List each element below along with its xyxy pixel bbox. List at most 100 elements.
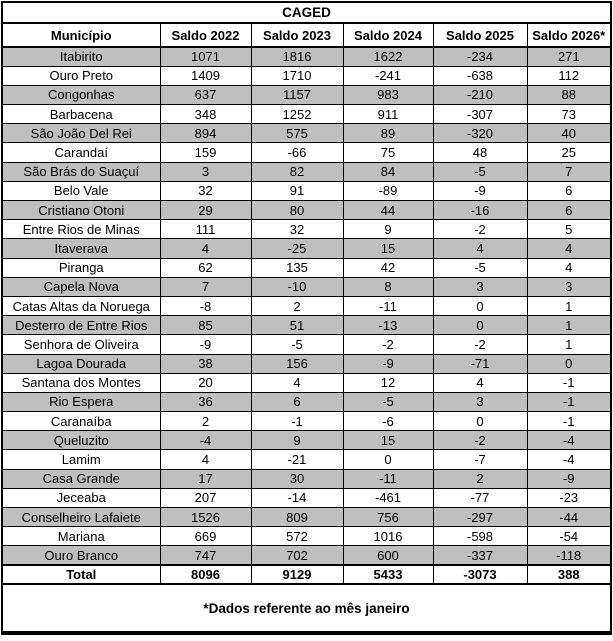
value-cell: 3 [526, 276, 612, 297]
table-row: Carandaí 159 -66 75 48 25 [1, 142, 612, 163]
value-cell: -9 [526, 468, 612, 489]
value-cell: -2 [432, 430, 528, 451]
municipality-cell: Barbacena [1, 104, 161, 125]
table-row: Lamim 4 -21 0 -7 -4 [1, 449, 612, 470]
value-cell: 48 [432, 142, 528, 163]
value-cell: -11 [342, 295, 434, 317]
value-cell: 9 [250, 430, 344, 451]
value-cell: 17 [159, 468, 252, 489]
municipality-cell: Catas Altas da Noruega [1, 295, 161, 317]
value-cell: -89 [342, 180, 434, 202]
municipality-cell: Cristiano Otoni [1, 199, 161, 221]
value-cell: -44 [526, 506, 612, 528]
municipality-cell: Rio Espera [1, 391, 161, 413]
value-cell: -4 [159, 430, 252, 451]
municipality-cell: São João Del Rei [1, 123, 161, 144]
value-cell: 73 [526, 104, 612, 125]
column-header-saldo-2024: Saldo 2024 [342, 22, 434, 48]
value-cell: -5 [342, 391, 434, 413]
value-cell: 0 [432, 315, 528, 336]
value-cell: -66 [250, 142, 344, 163]
table-row: Senhora de Oliveira -9 -5 -2 -2 1 [1, 334, 612, 355]
value-cell: -210 [432, 84, 528, 106]
table-row: Desterro de Entre Rios 85 51 -13 0 1 [1, 315, 612, 336]
column-header-saldo-2025: Saldo 2025 [432, 22, 528, 48]
value-cell: 88 [526, 84, 612, 106]
value-cell: 5433 [342, 564, 434, 585]
value-cell: 51 [250, 315, 344, 336]
value-cell: -1 [526, 391, 612, 413]
table-row: São João Del Rei 894 575 89 -320 40 [1, 123, 612, 144]
municipality-cell: Itaverava [1, 238, 161, 259]
value-cell: 983 [342, 84, 434, 106]
municipality-cell: Senhora de Oliveira [1, 334, 161, 355]
value-cell: -4 [526, 430, 612, 451]
table-row: Belo Vale 32 91 -89 -9 6 [1, 180, 612, 202]
value-cell: 271 [526, 46, 612, 67]
value-cell: 5 [526, 219, 612, 240]
municipality-cell: Conselheiro Lafaiete [1, 506, 161, 528]
value-cell: -4 [526, 449, 612, 470]
table-body: Itabirito 1071 1816 1622 -234 271 Ouro Preto 14… [1, 46, 612, 585]
value-cell: 3 [432, 391, 528, 413]
value-cell: 572 [250, 526, 344, 547]
value-cell: 1622 [342, 46, 434, 67]
value-cell: 6 [526, 199, 612, 221]
value-cell: 80 [250, 199, 344, 221]
table-row: Entre Rios de Minas 111 32 9 -2 5 [1, 219, 612, 240]
value-cell: 1816 [250, 46, 344, 67]
value-cell: 20 [159, 372, 252, 393]
municipality-cell: São Brás do Suaçuí [1, 161, 161, 182]
value-cell: 894 [159, 123, 252, 144]
table-row: Piranga 62 135 42 -5 4 [1, 257, 612, 278]
value-cell: 756 [342, 506, 434, 528]
value-cell: -118 [526, 545, 612, 566]
table-row: Santana dos Montes 20 4 12 4 -1 [1, 372, 612, 393]
value-cell: -337 [432, 545, 528, 566]
value-cell: -54 [526, 526, 612, 547]
value-cell: 40 [526, 123, 612, 144]
table-row: Cristiano Otoni 29 80 44 -16 6 [1, 199, 612, 221]
value-cell: 44 [342, 199, 434, 221]
value-cell: 2 [250, 295, 344, 317]
value-cell: 135 [250, 257, 344, 278]
municipality-cell: Caranaíba [1, 411, 161, 432]
table-row: São Brás do Suaçuí 3 82 84 -5 7 [1, 161, 612, 182]
value-cell: -3073 [432, 564, 528, 585]
value-cell: 15 [342, 430, 434, 451]
value-cell: 29 [159, 199, 252, 221]
value-cell: 12 [342, 372, 434, 393]
municipality-cell: Lagoa Dourada [1, 353, 161, 374]
value-cell: 4 [159, 449, 252, 470]
table-row: Congonhas 637 1157 983 -210 88 [1, 84, 612, 106]
value-cell: 111 [159, 219, 252, 240]
value-cell: 25 [526, 142, 612, 163]
value-cell: -6 [342, 411, 434, 432]
value-cell: 6 [526, 180, 612, 202]
value-cell: 156 [250, 353, 344, 374]
value-cell: 6 [250, 391, 344, 413]
value-cell: -8 [159, 295, 252, 317]
value-cell: 91 [250, 180, 344, 202]
table-row: Itaverava 4 -25 15 4 4 [1, 238, 612, 259]
table-title: CAGED [1, 1, 612, 24]
value-cell: 1 [526, 295, 612, 317]
value-cell: 0 [526, 353, 612, 374]
value-cell: -1 [526, 372, 612, 393]
value-cell: -598 [432, 526, 528, 547]
value-cell: 0 [432, 411, 528, 432]
value-cell: -307 [432, 104, 528, 125]
table-row: Ouro Preto 1409 1710 -241 -638 112 [1, 65, 612, 86]
value-cell: 1252 [250, 104, 344, 125]
value-cell: 4 [526, 238, 612, 259]
value-cell: -320 [432, 123, 528, 144]
table-title-row: CAGED [1, 1, 612, 24]
value-cell: 575 [250, 123, 344, 144]
column-header-municipio: Município [1, 22, 161, 48]
value-cell: 112 [526, 65, 612, 86]
municipality-cell: Capela Nova [1, 276, 161, 297]
municipality-cell: Congonhas [1, 84, 161, 106]
value-cell: 207 [159, 487, 252, 509]
